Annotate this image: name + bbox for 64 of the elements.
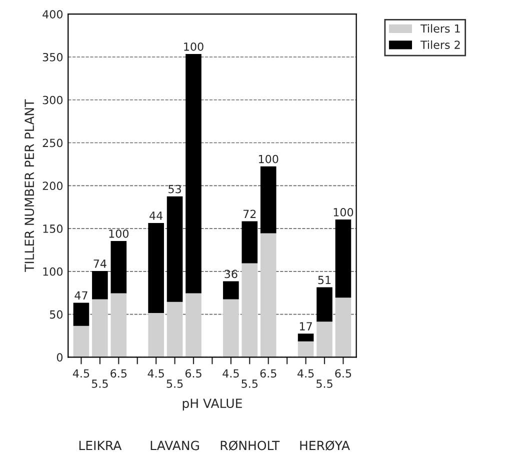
bar xyxy=(316,320,332,358)
y-tick-label: 350 xyxy=(42,52,63,62)
y-tick-label: 300 xyxy=(42,96,63,104)
annotation: 51 xyxy=(318,276,331,284)
bar xyxy=(242,262,258,358)
annotation: 44 xyxy=(150,212,163,220)
x-tick-label: 4.5 xyxy=(72,369,90,378)
bar xyxy=(335,220,352,298)
bar xyxy=(335,296,352,358)
bar xyxy=(148,222,164,314)
x-axis-title: pH VALUE xyxy=(182,398,242,410)
annotation: 47 xyxy=(74,291,88,300)
x-tick-label: 6.5 xyxy=(110,369,127,378)
text: LEIKRA xyxy=(79,440,122,450)
legend-label: Tilers 1 xyxy=(420,24,460,33)
bar xyxy=(92,298,108,358)
bar xyxy=(110,292,127,358)
bar xyxy=(316,287,332,322)
x-tick-label: 4.5 xyxy=(298,369,314,378)
bar xyxy=(73,325,90,358)
x-tick-label: 6.5 xyxy=(260,369,276,378)
annotation: 100 xyxy=(109,229,129,238)
y-tick-label: 0 xyxy=(56,353,63,362)
text: RØNHOLT xyxy=(220,440,280,450)
x-tick-label: 6.5 xyxy=(185,369,202,378)
bar xyxy=(166,196,183,302)
y-tick-label: 50 xyxy=(50,310,63,319)
bar xyxy=(260,166,276,234)
x-tick-label: 5.5 xyxy=(242,380,258,388)
x-tick-label: 5.5 xyxy=(92,380,108,388)
y-tick-label: 200 xyxy=(42,182,63,190)
annotation: 53 xyxy=(168,184,181,194)
bar xyxy=(73,302,90,326)
x-tick-label: 4.5 xyxy=(222,369,239,378)
bar xyxy=(223,298,239,358)
legend-label: Tilers 2 xyxy=(420,40,460,50)
bar xyxy=(260,232,276,358)
y-tick-label: 250 xyxy=(42,138,63,148)
annotation: 74 xyxy=(94,260,106,268)
y-tick-label: 150 xyxy=(43,224,63,233)
annotation: 100 xyxy=(334,208,354,216)
bar xyxy=(223,281,239,300)
bar xyxy=(110,240,127,294)
bar xyxy=(186,292,202,358)
text: HERØYA xyxy=(300,440,350,450)
x-tick-label: 4.5 xyxy=(148,369,164,378)
x-tick-label: 5.5 xyxy=(316,380,332,388)
y-axis-title: TILLER NUMBER PER PLANT xyxy=(24,99,34,272)
annotation: 17 xyxy=(300,322,312,330)
bar xyxy=(148,312,164,358)
y-tick-label: 100 xyxy=(43,267,63,276)
bar xyxy=(92,271,108,300)
annotation: 72 xyxy=(243,210,256,218)
x-tick-label: 6.5 xyxy=(335,369,352,378)
text: LAVANG xyxy=(150,440,199,450)
bar xyxy=(242,221,258,264)
bar xyxy=(298,334,314,342)
bar xyxy=(186,54,202,294)
annotation: 100 xyxy=(184,42,204,51)
x-tick-label: 5.5 xyxy=(166,380,183,388)
y-tick-label: 400 xyxy=(42,10,63,18)
annotation: 100 xyxy=(258,154,278,164)
bar xyxy=(166,301,183,358)
annotation: 36 xyxy=(224,270,238,278)
